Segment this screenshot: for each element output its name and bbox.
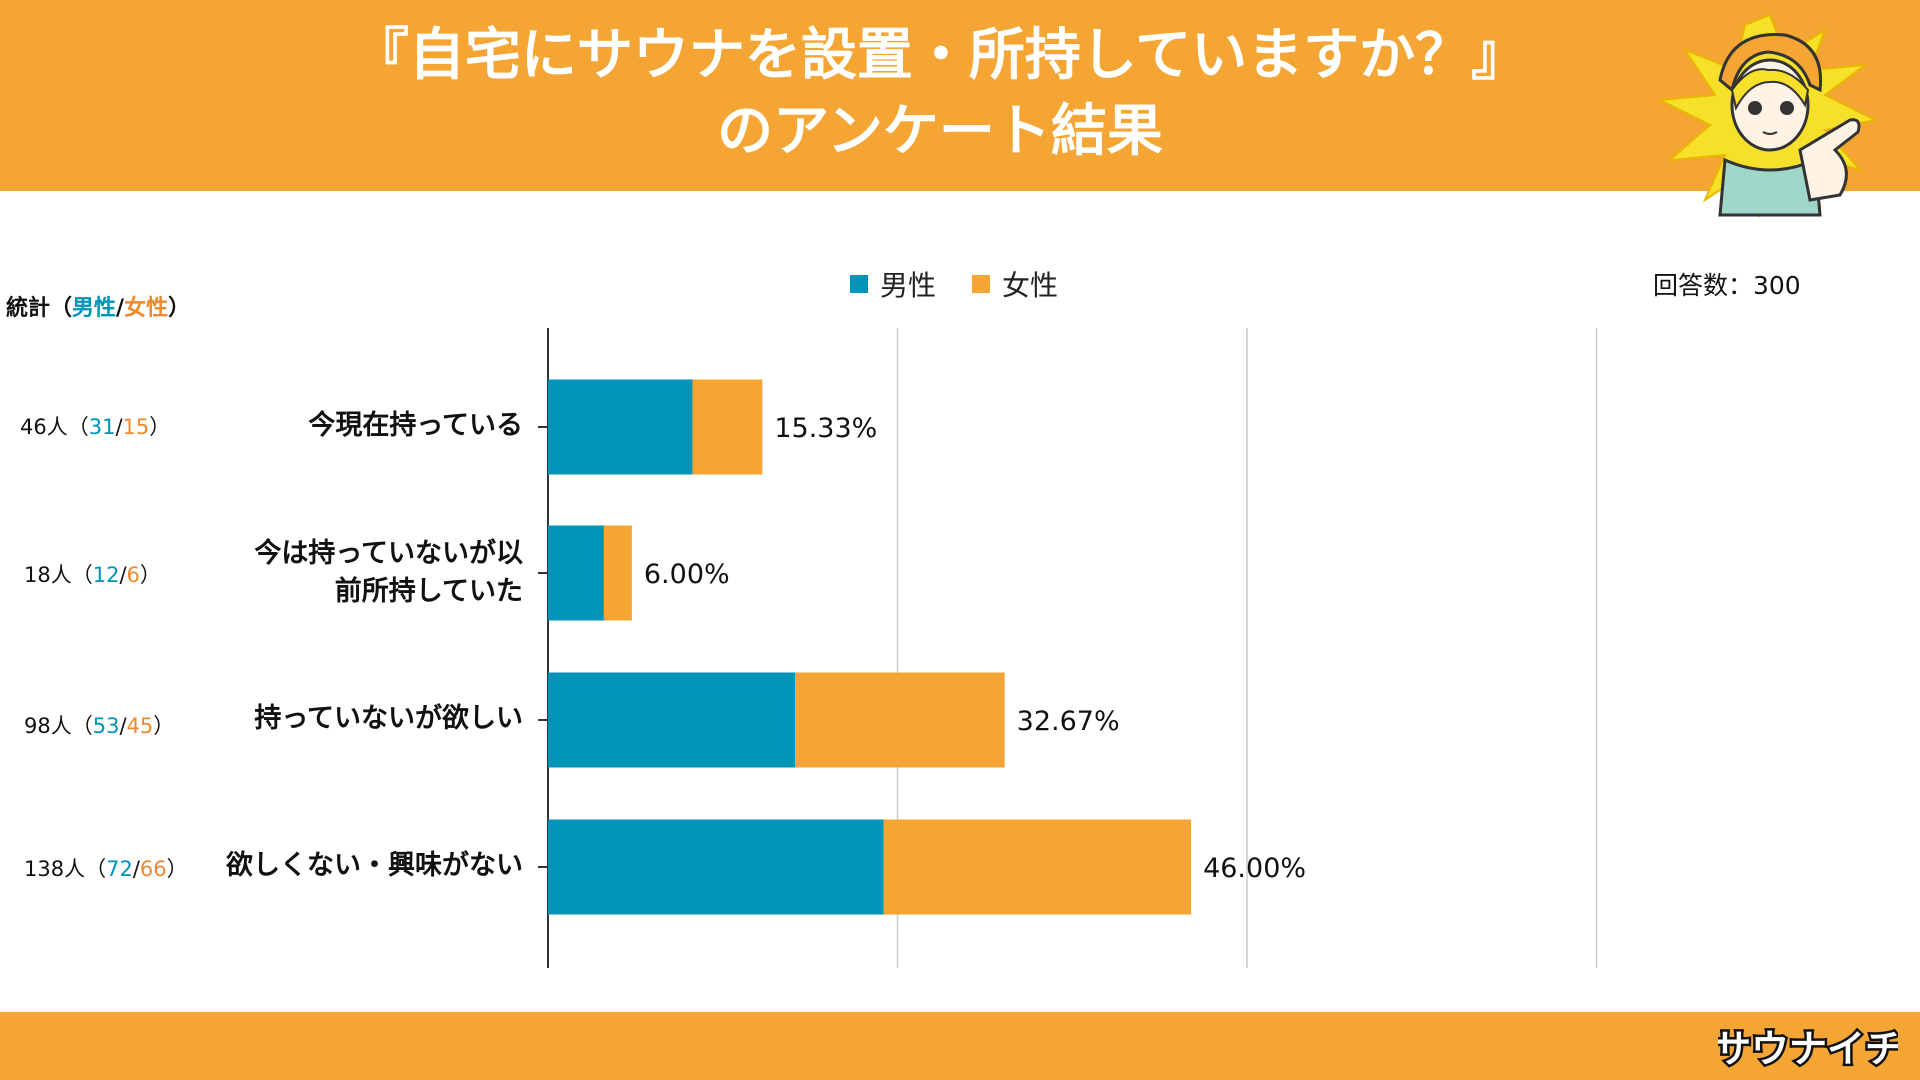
row-stat-female: 15 [122,415,150,439]
bar-percent-label: 46.00% [1203,853,1306,884]
stat-header-suffix: ） [168,296,191,321]
legend-swatch-male [850,275,868,293]
row-stat-1: 18人（12/6） [24,559,161,589]
chart-legend: 男性 女性 [850,266,1080,302]
mascot-character-icon [1656,13,1879,219]
category-label-line: 欲しくない・興味がない [226,850,523,881]
chart-title-line1: 『自宅にサウナを設置・所持していますか？』 [352,23,1528,88]
row-stat-male: 53 [92,714,120,738]
category-label-line: 今は持っていないが以 [254,538,523,569]
row-stat-end: ） [166,857,188,881]
bar-segment-female [692,379,763,475]
stat-header-prefix: 統計（ [6,296,73,321]
chart-title-line2: のアンケート結果 [717,99,1163,164]
row-stat-female: 45 [126,714,154,738]
row-stat-female: 66 [139,857,167,881]
category-label: 今は持っていないが以前所持していた [254,535,523,611]
header-banner: 『自宅にサウナを設置・所持していますか？』 のアンケート結果 [0,0,1920,191]
bar-segment-female [603,525,632,621]
row-stat-female: 6 [126,563,140,587]
row-stat-end: ） [139,563,161,587]
legend-label-female: 女性 [1002,269,1059,302]
category-label: 持っていないが欲しい [254,700,523,738]
footer-banner [0,1012,1920,1080]
row-stat-sep: / [115,415,123,439]
bar-segment-male [548,525,604,621]
row-stat-male: 31 [88,415,116,439]
bar-percent-label: 6.00% [644,559,730,590]
row-stat-male: 72 [106,857,133,881]
row-stat-end: ） [149,415,171,439]
category-label: 欲しくない・興味がない [226,847,523,885]
legend-label-male: 男性 [880,269,937,302]
row-stat-total: 18人（ [24,563,93,587]
category-label-line: 持っていないが欲しい [254,703,523,734]
brand-logo: サウナイチ [1718,1025,1898,1074]
row-stat-0: 46人（31/15） [20,411,170,441]
category-label-line: 今現在持っている [308,410,523,441]
bar-segment-female [883,819,1192,915]
row-stat-total: 98人（ [24,714,93,738]
bar-segment-male [548,672,795,768]
row-stat-3: 138人（72/66） [24,853,188,883]
row-stat-total: 138人（ [24,857,107,881]
bar-segment-male [548,819,884,915]
legend-item-male: 男性 [850,264,936,304]
bar-percent-label: 15.33% [774,413,877,444]
category-label: 今現在持っている [308,407,523,445]
brand-logo-text: サウナイチ [1718,1027,1898,1071]
row-stat-end: ） [153,714,175,738]
stat-header-female: 女性 [124,296,169,321]
respondent-count: 回答数：300 [1653,271,1801,300]
row-stat-sep: / [132,857,140,881]
row-stat-sep: / [119,563,127,587]
row-stat-total: 46人（ [20,415,89,439]
bar-segment-male [548,379,693,475]
category-label-line: 前所持していた [334,576,523,607]
row-stat-sep: / [119,714,127,738]
bar-percent-label: 32.67% [1017,706,1120,737]
stat-header-male: 男性 [72,296,117,321]
row-stat-2: 98人（53/45） [24,710,174,740]
legend-item-female: 女性 [972,264,1058,304]
bar-segment-female [794,672,1005,768]
row-stat-male: 12 [92,563,120,587]
legend-swatch-female [972,275,991,293]
stat-header-sep: / [116,296,125,321]
stat-header: 統計（男性/女性） [6,290,190,322]
